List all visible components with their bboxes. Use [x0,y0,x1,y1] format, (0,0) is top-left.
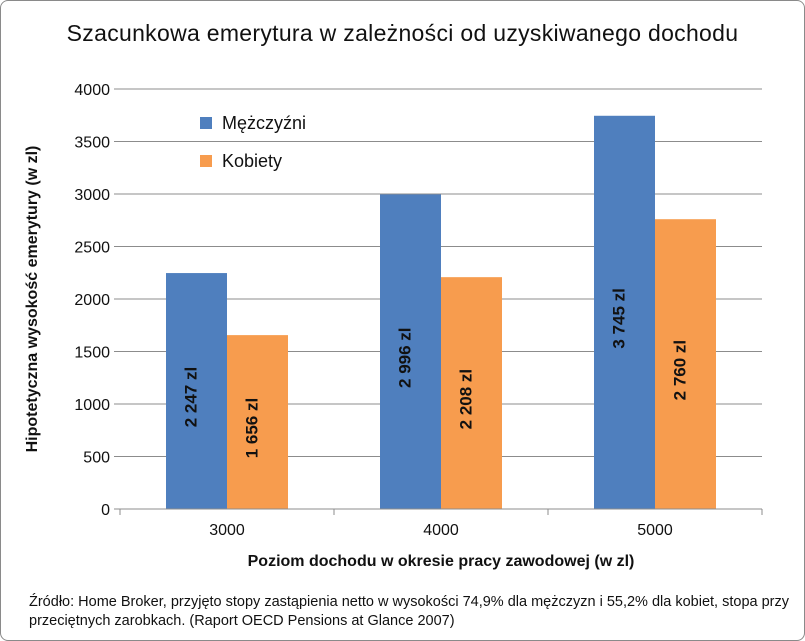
legend-label: Mężczyźni [222,113,306,133]
bar-value-label: 2 208 zl [457,369,476,430]
y-tick-label: 3500 [74,135,110,152]
y-tick-label: 2500 [74,240,110,257]
y-axis-title: Hipotetyczna wysokość emerytury (w zl) [24,146,41,453]
bar-value-label: 1 656 zl [243,398,262,459]
bars: 2 247 zl 1 656 zl 2 996 zl 2 208 zl 3 745 zl… [166,115,716,510]
legend-swatch [200,155,212,167]
x-tick-label: 4000 [423,522,459,539]
x-axis-ticks: 3000 4000 5000 [119,509,763,539]
y-tick-label: 4000 [74,82,110,99]
legend-label: Kobiety [222,151,282,171]
bar-value-label: 3 745 zl [610,288,629,349]
y-tick-label: 1500 [74,345,110,362]
chart-title: Szacunkowa emerytura w zależności od uzy… [66,20,739,46]
bar-women [655,219,716,509]
y-tick-label: 1000 [74,397,110,414]
bar-women [441,277,502,509]
bar-value-label: 2 247 zl [182,367,201,428]
y-tick-label: 500 [83,450,110,467]
bar-men [166,273,227,509]
bar-men [380,194,441,510]
x-tick-label: 5000 [637,522,673,539]
bar-women [227,335,288,509]
y-tick-label: 3000 [74,187,110,204]
y-tick-label: 2000 [74,292,110,309]
source-note: Źródło: Home Broker, przyjęto stopy zast… [29,594,789,629]
legend-swatch [200,117,212,129]
bar-men [594,115,655,510]
y-tick-label: 0 [101,502,110,519]
x-tick-label: 3000 [209,522,245,539]
bar-value-label: 2 996 zl [396,327,415,388]
y-axis-ticks: 0 500 1000 1500 2000 2500 3000 3500 4000 [74,82,120,519]
bar-value-label: 2 760 zl [671,340,690,401]
legend: Mężczyźni Kobiety [200,113,306,171]
x-axis-title: Poziom dochodu w okresie pracy zawodowej… [248,553,635,570]
